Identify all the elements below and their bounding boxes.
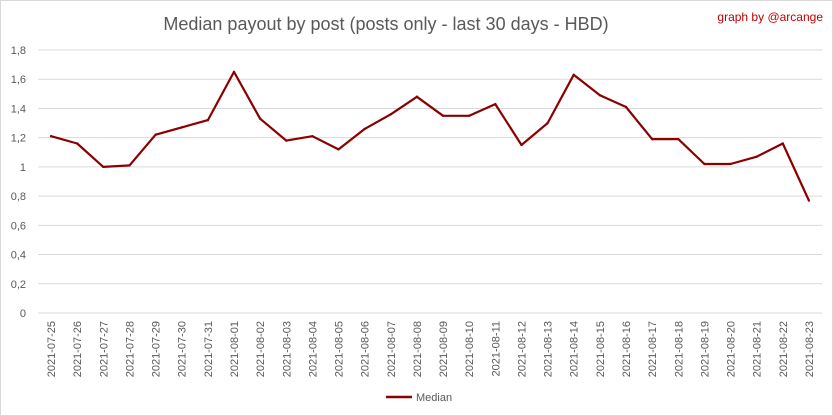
data-point [102, 165, 105, 169]
data-point [807, 199, 811, 202]
data-point [258, 117, 262, 120]
data-point [206, 118, 210, 122]
y-tick-label: 0,2 [11, 279, 26, 291]
x-tick-label: 2021-08-18 [673, 321, 685, 377]
y-tick-label: 1,2 [11, 133, 26, 145]
legend-label-median: Median [416, 392, 452, 404]
data-point [49, 135, 53, 138]
data-point [415, 95, 419, 98]
x-tick-label: 2021-08-22 [778, 321, 790, 377]
series-layer [49, 70, 811, 202]
data-point [650, 137, 654, 141]
x-tick-label: 2021-08-09 [438, 321, 450, 377]
x-tick-label: 2021-08-16 [621, 321, 633, 377]
data-point [441, 114, 445, 117]
data-point [128, 164, 131, 167]
data-point [389, 113, 392, 116]
data-point [729, 162, 732, 166]
x-tick-label: 2021-08-01 [229, 321, 241, 377]
gridlines [38, 49, 822, 314]
data-point [76, 142, 79, 145]
data-point [154, 133, 157, 136]
chart-title: Median payout by post (posts only - last… [163, 14, 608, 34]
x-axis-ticks: 2021-07-25 2021-07-26 2021-07-27 2021-07-28… [46, 321, 816, 377]
x-tick-label: 2021-07-29 [151, 321, 163, 377]
x-tick-label: 2021-08-07 [386, 321, 398, 377]
x-tick-label: 2021-08-06 [360, 321, 372, 377]
x-tick-label: 2021-08-20 [726, 321, 738, 377]
y-tick-label: 0,4 [11, 250, 26, 262]
x-tick-label: 2021-08-14 [569, 321, 581, 377]
x-tick-label: 2021-08-12 [516, 321, 528, 377]
x-tick-label: 2021-07-31 [203, 321, 215, 377]
data-point [285, 139, 288, 142]
x-tick-label: 2021-08-19 [699, 321, 711, 377]
x-tick-label: 2021-08-04 [307, 321, 319, 377]
x-tick-label: 2021-08-21 [752, 321, 764, 377]
data-point [494, 102, 497, 106]
x-tick-label: 2021-07-30 [177, 321, 189, 377]
data-point [468, 114, 471, 117]
data-point [598, 94, 602, 97]
x-tick-label: 2021-08-03 [281, 321, 293, 377]
y-tick-label: 1,8 [11, 45, 26, 57]
y-tick-label: 1,4 [11, 103, 26, 115]
x-tick-label: 2021-08-11 [490, 321, 502, 376]
data-point [677, 137, 680, 141]
y-tick-label: 1,6 [11, 74, 26, 86]
series-line-median [49, 70, 811, 202]
data-point [624, 105, 628, 109]
data-point [572, 73, 575, 77]
x-tick-label: 2021-08-02 [255, 321, 267, 377]
y-tick-label: 0,8 [11, 191, 26, 203]
data-point [546, 121, 549, 125]
x-tick-label: 2021-07-28 [124, 321, 136, 377]
x-tick-label: 2021-08-10 [464, 321, 476, 377]
data-point [180, 126, 183, 129]
y-tick-label: 1 [20, 162, 26, 174]
data-point [337, 148, 340, 151]
x-tick-label: 2021-08-23 [804, 321, 816, 377]
data-point [703, 162, 706, 166]
x-tick-label: 2021-08-08 [412, 321, 424, 377]
y-axis-ticks: 0 0,2 0,4 0,6 0,8 1 1,2 1,4 1,6 1,8 [11, 45, 26, 320]
data-point [755, 155, 758, 158]
x-tick-label: 2021-08-17 [647, 321, 659, 377]
data-point [232, 70, 236, 74]
x-tick-label: 2021-07-27 [98, 321, 110, 377]
data-point [311, 135, 314, 138]
x-tick-label: 2021-08-15 [595, 321, 607, 377]
x-tick-label: 2021-08-05 [334, 321, 346, 377]
x-tick-label: 2021-07-25 [46, 321, 58, 377]
y-tick-label: 0,6 [11, 220, 26, 232]
y-tick-label: 0 [20, 308, 26, 320]
x-tick-label: 2021-08-13 [543, 321, 555, 377]
legend: Median [386, 392, 452, 404]
x-tick-label: 2021-07-26 [72, 321, 84, 377]
data-point [520, 143, 523, 147]
credit-label: graph by @arcange [717, 10, 823, 24]
data-point [781, 142, 784, 145]
data-point [363, 127, 366, 131]
